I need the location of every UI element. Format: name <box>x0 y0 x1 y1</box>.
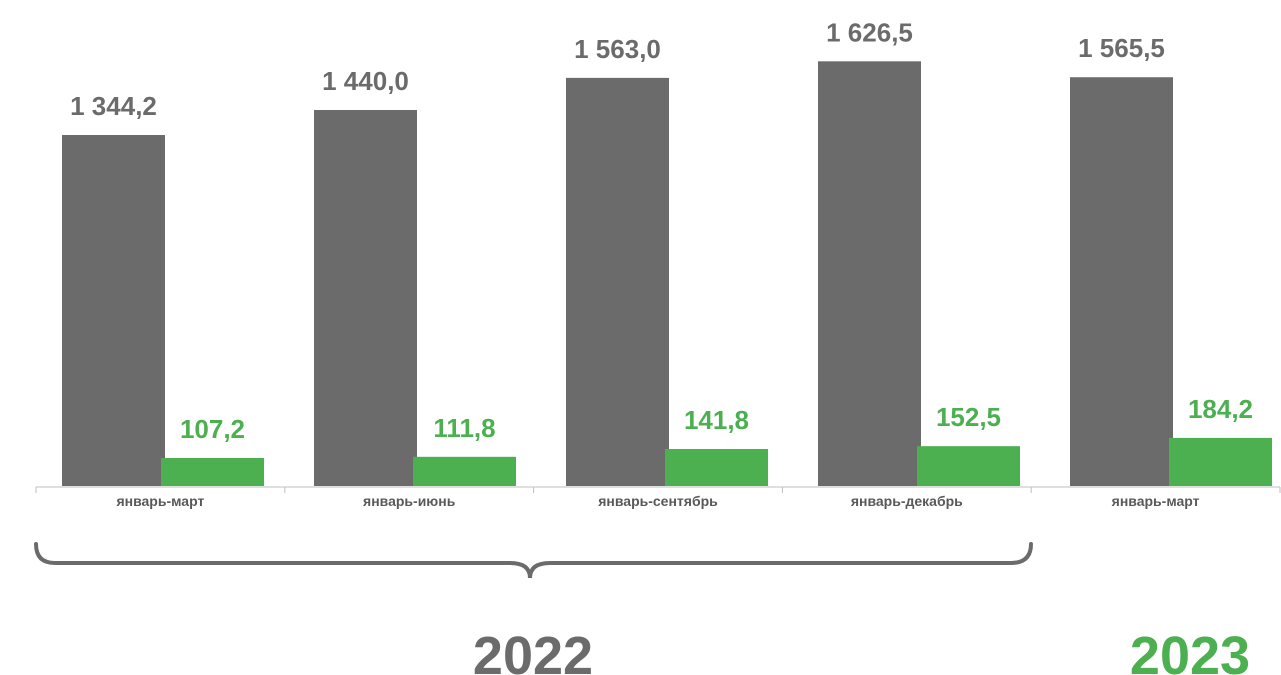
value-label-series1-4: 1 626,5 <box>826 17 913 47</box>
value-label-series2-5: 184,2 <box>1188 394 1253 424</box>
bar-series1-5 <box>1070 77 1173 486</box>
category-label-1: январь-март <box>116 493 204 509</box>
bar-series2-3 <box>665 448 768 486</box>
category-label-4: январь-декабрь <box>851 493 963 509</box>
bar-series1-2 <box>314 110 417 486</box>
category-label-5: январь-март <box>1112 493 1200 509</box>
value-label-series2-3: 141,8 <box>684 405 749 435</box>
value-labels-layer: 1 344,2 1 440,0 1 563,0 1 626,5 1 565,5 107,2… <box>70 17 1253 444</box>
year-2023-label: 2023 <box>1130 626 1250 675</box>
bars-layer <box>62 61 1272 487</box>
category-label-3: январь-сентябрь <box>598 493 718 509</box>
value-label-series1-2: 1 440,0 <box>322 66 409 96</box>
bar-series2-1 <box>161 458 264 486</box>
bar-series1-4 <box>818 61 921 487</box>
year-2022-brace <box>34 542 1033 579</box>
bar-series2-4 <box>917 446 1020 486</box>
bar-series2-2 <box>413 456 516 486</box>
value-label-series1-3: 1 563,0 <box>574 34 661 64</box>
value-label-series1-1: 1 344,2 <box>70 91 157 121</box>
bar-series1-1 <box>62 135 165 486</box>
category-labels-layer: январь-март январь-июнь январь-сентябрь янв… <box>116 493 1199 509</box>
bar-series1-3 <box>566 77 669 486</box>
bar-series2-5 <box>1169 437 1272 486</box>
x-axis-ticks <box>35 487 1281 493</box>
value-label-series2-2: 111,8 <box>433 413 495 443</box>
value-label-series2-1: 107,2 <box>180 414 245 444</box>
year-2022-label: 2022 <box>473 626 593 675</box>
value-label-series1-5: 1 565,5 <box>1078 33 1165 63</box>
category-label-2: январь-июнь <box>363 493 456 509</box>
value-label-series2-4: 152,5 <box>936 402 1001 432</box>
